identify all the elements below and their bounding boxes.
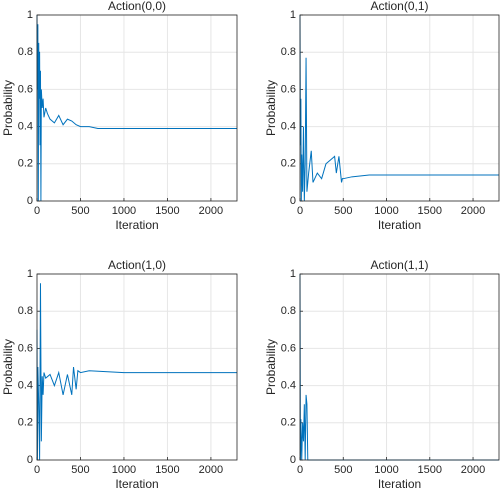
x-tick-label: 0: [34, 464, 40, 476]
y-axis-label: Probability: [1, 80, 15, 136]
y-tick-label: 0.2: [18, 158, 33, 170]
y-tick-label: 0.4: [18, 380, 33, 392]
y-tick-label: 0.8: [18, 305, 33, 317]
chart-title: Action(0,1): [370, 0, 428, 13]
y-axis-label: Probability: [264, 80, 278, 136]
y-tick-label: 0.4: [281, 121, 296, 133]
x-tick-label: 500: [71, 205, 89, 217]
y-tick-label: 0.2: [18, 417, 33, 429]
x-tick-label: 2000: [199, 464, 223, 476]
line: [36, 14, 237, 202]
x-axis-label: Iteration: [378, 477, 421, 491]
y-tick-label: 0.6: [18, 83, 33, 95]
x-tick-label: 0: [297, 464, 303, 476]
line: [299, 273, 499, 461]
y-tick-label: 0.4: [18, 121, 33, 133]
x-tick-label: 1000: [374, 205, 398, 217]
axes-box: [36, 14, 238, 202]
y-tick-label: 1: [290, 268, 296, 280]
x-tick-label: 1500: [418, 205, 442, 217]
y-tick-label: 0.8: [281, 46, 296, 58]
y-tick-label: 0.2: [281, 158, 296, 170]
y-tick-label: 1: [290, 9, 296, 21]
y-tick-label: 0.2: [281, 417, 296, 429]
y-tick-label: 1: [27, 268, 33, 280]
y-tick-label: 0.8: [18, 46, 33, 58]
x-tick-label: 0: [297, 205, 303, 217]
y-tick-label: 0: [290, 195, 296, 207]
x-axis-label: Iteration: [115, 477, 158, 491]
x-axis-label: Iteration: [378, 218, 421, 232]
line: [36, 283, 237, 461]
y-axis-label: Probability: [264, 339, 278, 395]
y-tick-label: 0: [290, 454, 296, 466]
axes-box: [36, 273, 238, 461]
y-tick-label: 0.8: [281, 305, 296, 317]
y-tick-label: 0: [27, 454, 33, 466]
y-axis-label: Probability: [1, 339, 15, 395]
x-tick-label: 2000: [461, 464, 485, 476]
x-tick-label: 500: [334, 464, 352, 476]
y-tick-label: 0: [27, 195, 33, 207]
x-tick-label: 1000: [112, 464, 136, 476]
x-tick-label: 1500: [155, 464, 179, 476]
y-tick-label: 0.4: [281, 380, 296, 392]
x-tick-label: 1000: [112, 205, 136, 217]
chart-title: Action(1,0): [108, 258, 166, 272]
x-tick-label: 1500: [155, 205, 179, 217]
axes-box: [299, 273, 500, 461]
chart-title: Action(0,0): [108, 0, 166, 13]
x-tick-label: 0: [34, 205, 40, 217]
x-tick-label: 2000: [461, 205, 485, 217]
line: [299, 14, 499, 202]
x-tick-label: 500: [71, 464, 89, 476]
x-tick-label: 500: [334, 205, 352, 217]
x-axis-label: Iteration: [115, 218, 158, 232]
x-tick-label: 1000: [374, 464, 398, 476]
y-tick-label: 0.6: [281, 342, 296, 354]
x-tick-label: 1500: [418, 464, 442, 476]
y-tick-label: 0.6: [18, 342, 33, 354]
y-tick-label: 1: [27, 9, 33, 21]
chart-title: Action(1,1): [370, 258, 428, 272]
axes-box: [299, 14, 500, 202]
y-tick-label: 0.6: [281, 83, 296, 95]
x-tick-label: 2000: [199, 205, 223, 217]
